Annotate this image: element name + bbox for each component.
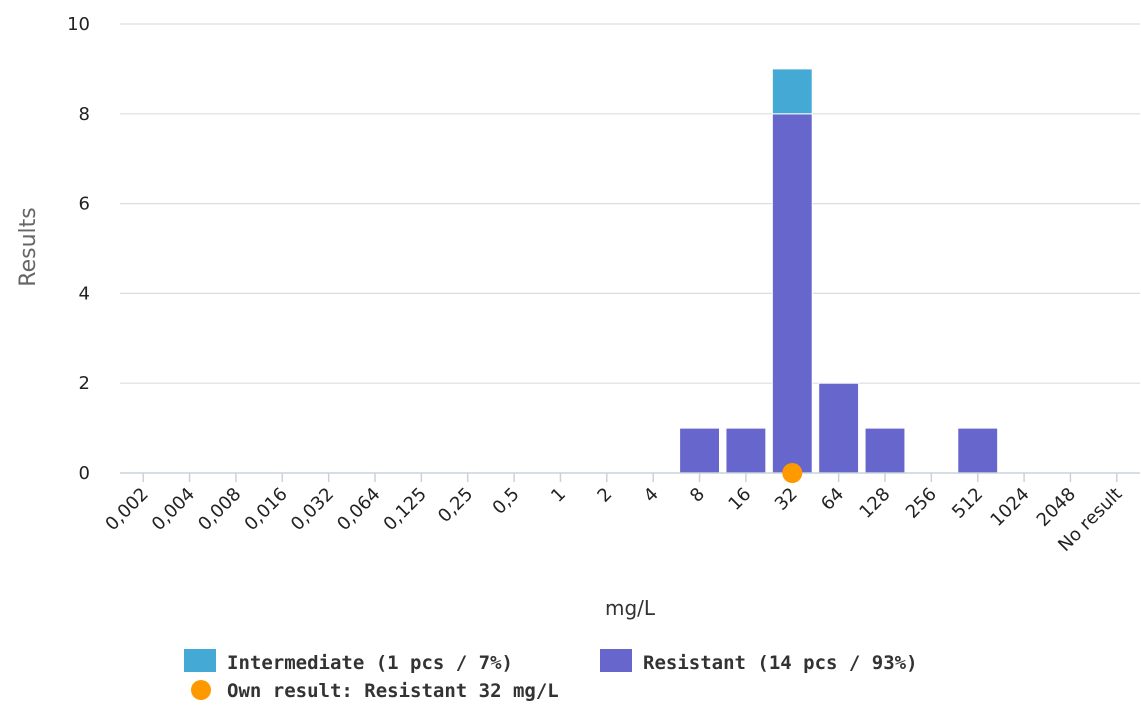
x-tick-label-0-125: 0,125 (380, 484, 431, 535)
own-result-markers (782, 463, 803, 483)
bar-resistant-32[interactable] (771, 113, 813, 474)
x-tick-label-32: 32 (771, 484, 802, 515)
x-tick-label-0-004: 0,004 (148, 484, 199, 535)
own-result-point[interactable] (782, 463, 803, 483)
bars (679, 68, 999, 474)
x-tick-label-256: 256 (902, 484, 941, 523)
x-tick-label-0-008: 0,008 (194, 484, 245, 535)
legend-label-intermediate[interactable]: Intermediate (1 pcs / 7%) (227, 652, 513, 674)
x-tick-label-1: 1 (547, 484, 570, 507)
x-tick-label-0-5: 0,5 (489, 484, 524, 519)
legend-label-own-result[interactable]: Own result: Resistant 32 mg/L (227, 680, 559, 702)
x-tick-label-0-064: 0,064 (333, 484, 384, 535)
x-tick-label-0-016: 0,016 (241, 484, 292, 535)
x-tick-label-64: 64 (817, 484, 848, 515)
y-axis: 0 2 4 6 8 10 (67, 14, 90, 484)
x-axis-title: mg/L (605, 596, 656, 620)
bar-resistant-8[interactable] (679, 427, 720, 474)
legend: Intermediate (1 pcs / 7%) Resistant (14 … (184, 649, 918, 702)
x-tick-label-1024: 1024 (986, 484, 1033, 531)
bar-resistant-512[interactable] (957, 427, 999, 474)
x-axis (120, 472, 1140, 482)
x-tick-label-512: 512 (948, 484, 987, 523)
bar-resistant-128[interactable] (864, 427, 906, 474)
bar-resistant-64[interactable] (818, 382, 860, 474)
legend-label-resistant[interactable]: Resistant (14 pcs / 93%) (643, 652, 918, 674)
y-tick-label-0: 0 (79, 463, 90, 484)
x-tick-label-0-25: 0,25 (434, 484, 477, 527)
x-tick-label-8: 8 (686, 484, 709, 507)
y-tick-label-6: 6 (79, 194, 90, 215)
x-tick-label-16: 16 (724, 484, 755, 515)
x-tick-label-2: 2 (593, 484, 616, 507)
x-tick-label-128: 128 (855, 484, 894, 523)
bar-resistant-16[interactable] (725, 427, 767, 474)
y-tick-label-4: 4 (79, 283, 90, 304)
x-tick-label-0-032: 0,032 (287, 484, 338, 535)
legend-marker-own-result[interactable] (191, 680, 211, 700)
legend-swatch-intermediate[interactable] (184, 649, 216, 672)
y-tick-label-10: 10 (67, 14, 90, 35)
x-tick-label-0-002: 0,002 (101, 484, 152, 535)
y-tick-label-2: 2 (79, 373, 90, 394)
legend-swatch-resistant[interactable] (600, 649, 632, 672)
y-axis-title: Results (16, 207, 41, 286)
bar-intermediate-32[interactable] (771, 68, 813, 115)
x-tick-label-4: 4 (640, 484, 663, 507)
gridlines (120, 23, 1140, 384)
y-tick-label-8: 8 (79, 104, 90, 125)
